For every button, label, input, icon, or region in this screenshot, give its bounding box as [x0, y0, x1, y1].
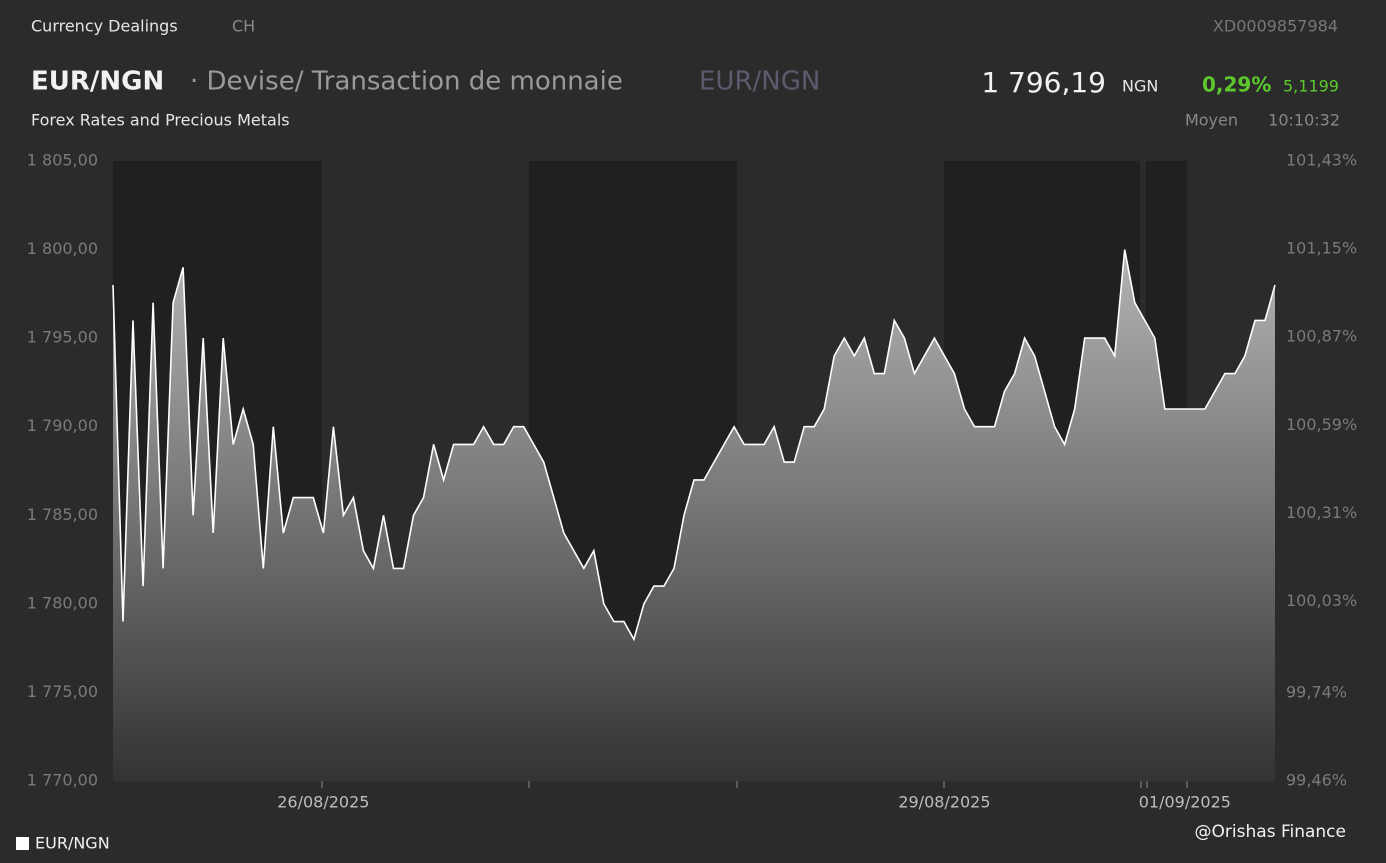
y-tick-label: 1 795,00 [27, 328, 98, 347]
section: Currency Dealings [31, 17, 178, 36]
y2-tick-label: 99,74% [1286, 682, 1347, 701]
legend-swatch [16, 837, 29, 850]
y-tick-label: 1 775,00 [27, 682, 98, 701]
symbol-alt: EUR/NGN [699, 67, 820, 97]
symbol: EUR/NGN [31, 67, 164, 97]
y-tick-label: 1 790,00 [27, 416, 98, 435]
y-tick-label: 1 780,00 [27, 593, 98, 612]
line [112, 249, 1276, 642]
description: · Devise/ Transaction de monnaie [190, 67, 623, 97]
y2-tick-label: 101,15% [1286, 239, 1357, 258]
y-tick-label: 1 800,00 [27, 239, 98, 258]
isin: XD0009857984 [1213, 17, 1338, 36]
y2-tick-label: 100,31% [1286, 503, 1357, 522]
y2-tick-label: 99,46% [1286, 771, 1347, 790]
change-abs: 5,1199 [1283, 77, 1339, 96]
x-tick-label: 26/08/2025 [277, 793, 369, 812]
currency: NGN [1122, 77, 1158, 96]
category: Forex Rates and Precious Metals [31, 111, 290, 130]
price: 1 796,19 [981, 66, 1106, 99]
y2-tick-label: 100,87% [1286, 327, 1357, 346]
y2-tick-label: 101,43% [1286, 151, 1357, 170]
y2-tick-label: 100,03% [1286, 591, 1357, 610]
y-tick-label: 1 770,00 [27, 771, 98, 790]
x-tick-label: 29/08/2025 [898, 793, 990, 812]
price-type: Moyen [1185, 111, 1238, 130]
watermark: @Orishas Finance [1195, 822, 1346, 842]
x-tick-label: 01/09/2025 [1139, 793, 1231, 812]
y2-tick-label: 100,59% [1286, 415, 1357, 434]
legend-label: EUR/NGN [35, 834, 110, 853]
y-tick-label: 1 805,00 [27, 151, 98, 170]
area [113, 249, 1275, 782]
y-tick-label: 1 785,00 [27, 505, 98, 524]
country: CH [232, 17, 255, 36]
time: 10:10:32 [1268, 111, 1340, 130]
change-pct: 0,29% [1202, 73, 1271, 97]
